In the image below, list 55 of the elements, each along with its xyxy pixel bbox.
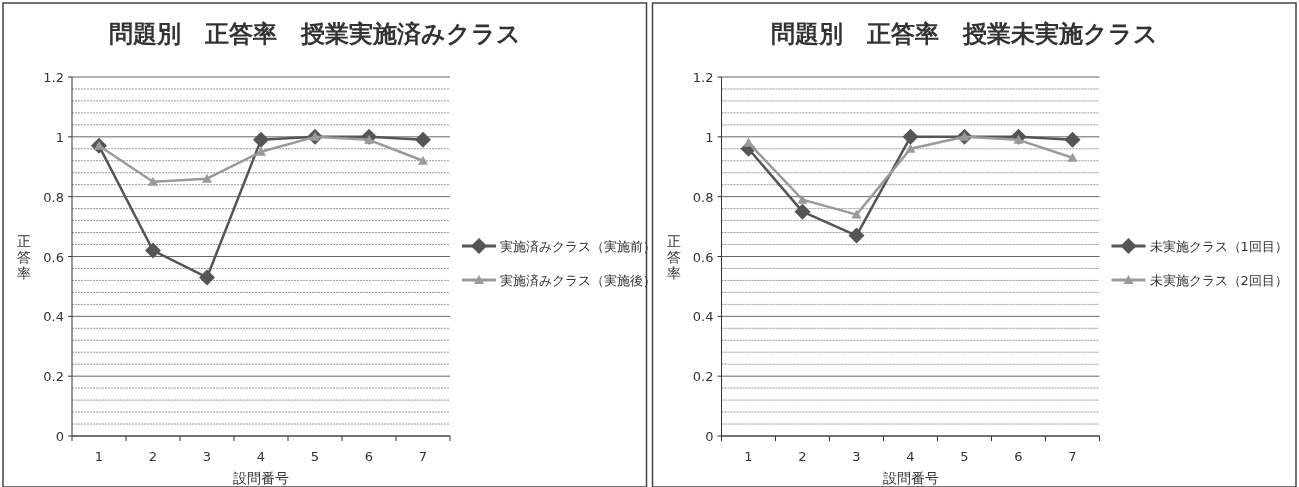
point	[902, 128, 919, 145]
x-tick-label: 4	[256, 449, 266, 464]
legend-label: 実施済みクラス（実施前）	[500, 239, 656, 254]
x-tick-label: 7	[1068, 449, 1077, 464]
chart-title: 問題別 正答率 授業実施済みクラス	[108, 20, 521, 48]
y-tick-label: 1	[705, 129, 714, 145]
x-tick-label: 1	[744, 449, 753, 464]
x-tick-label: 3	[852, 449, 861, 464]
point	[851, 209, 862, 219]
legend-label: 実施済みクラス（実施後）	[500, 273, 656, 288]
point	[199, 269, 215, 286]
y-tick-label: 0.8	[43, 189, 64, 205]
point	[905, 143, 916, 153]
point	[418, 155, 428, 165]
chart-title: 問題別 正答率 授業未実施クラス	[770, 20, 1158, 48]
y-tick-label: 1	[55, 129, 64, 145]
x-axis-title: 設問番号	[882, 470, 939, 486]
y-tick-label: 0.6	[692, 249, 714, 265]
point	[148, 176, 158, 186]
legend-label: 未実施クラス（2回目）	[1149, 273, 1288, 288]
y-axis-title: 正答率	[17, 232, 31, 281]
y-tick-label: 0.8	[692, 189, 714, 205]
point	[145, 242, 161, 259]
x-tick-label: 2	[148, 449, 158, 464]
y-tick-label: 0	[55, 429, 64, 444]
y-tick-label: 1.2	[43, 70, 64, 85]
x-axis-title: 設問番号	[233, 470, 289, 486]
x-tick-label: 5	[960, 449, 969, 464]
x-tick-label: 2	[798, 449, 807, 464]
x-tick-label: 3	[202, 449, 212, 464]
x-tick-label: 6	[364, 449, 374, 464]
point	[743, 137, 754, 147]
y-tick-label: 0.2	[692, 369, 714, 385]
point	[848, 227, 865, 244]
y-tick-label: 0.4	[43, 309, 64, 325]
point	[256, 146, 266, 156]
point	[797, 194, 808, 204]
point	[1067, 152, 1078, 162]
x-tick-label: 1	[94, 449, 104, 464]
point	[415, 131, 431, 148]
point	[1064, 131, 1081, 148]
y-tick-label: 0.4	[692, 309, 714, 325]
point	[794, 203, 811, 220]
y-axis-title: 正答率	[666, 232, 681, 281]
point	[253, 131, 269, 148]
y-tick-label: 0.6	[43, 249, 64, 265]
y-tick-label: 0.2	[43, 369, 64, 385]
legend-label: 未実施クラス（1回目）	[1149, 239, 1288, 254]
x-tick-label: 6	[1014, 449, 1023, 464]
x-tick-label: 4	[906, 449, 915, 464]
point	[202, 173, 212, 183]
x-tick-label: 5	[310, 449, 320, 464]
y-tick-label: 0	[705, 429, 714, 444]
y-tick-label: 1.2	[692, 70, 714, 85]
x-tick-label: 7	[418, 449, 428, 464]
